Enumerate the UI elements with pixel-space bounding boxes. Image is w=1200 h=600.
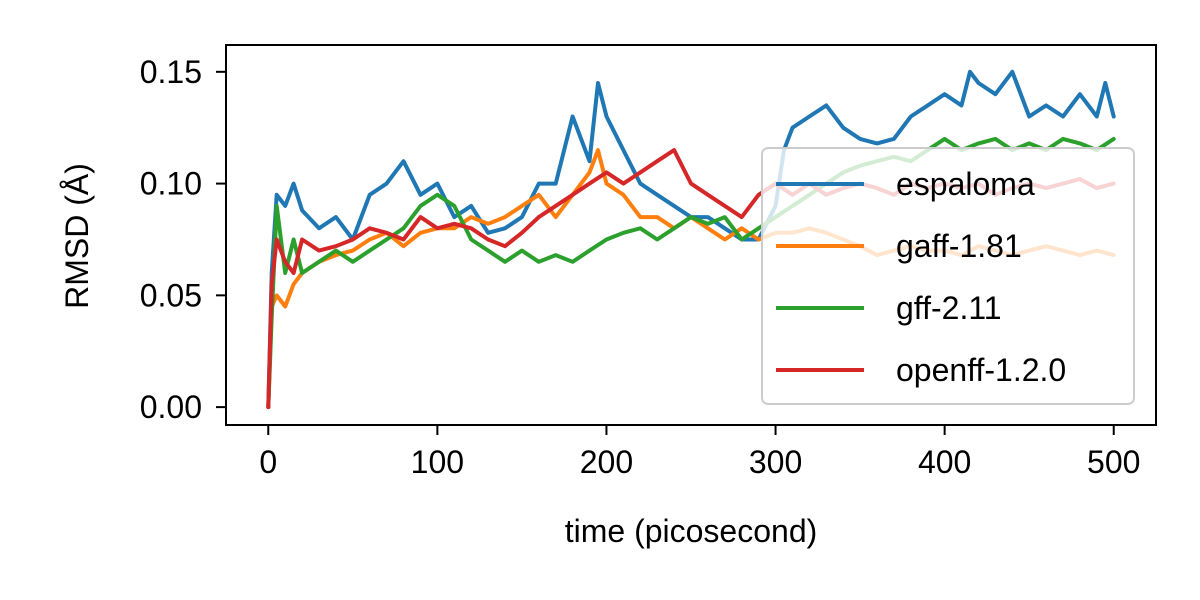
x-axis-ticks: 0 100 200 300 400 500 xyxy=(259,425,1140,480)
x-tick-label: 400 xyxy=(918,444,971,480)
x-tick-label: 500 xyxy=(1087,444,1140,480)
series-line-espaloma xyxy=(266,69,1116,410)
legend-label-espaloma: espaloma xyxy=(896,166,1035,202)
legend-box xyxy=(761,147,1135,405)
x-tick-label: 100 xyxy=(411,444,464,480)
y-axis-label: RMSD (Å) xyxy=(59,163,95,309)
legend-label-gff-2.11: gff-2.11 xyxy=(896,290,1002,326)
x-tick-label: 200 xyxy=(580,444,633,480)
y-axis-ticks: 0.00 0.05 0.10 0.15 xyxy=(140,54,226,425)
y-tick-label: 0.10 xyxy=(140,166,202,202)
x-tick-label: 0 xyxy=(259,444,277,480)
y-tick-label: 0.00 xyxy=(140,389,202,425)
legend-label-gaff-1.81: gaff-1.81 xyxy=(896,228,1022,264)
y-tick-label: 0.05 xyxy=(140,277,202,313)
legend: espaloma gaff-1.81 gff-2.11 openff-1.2.0 xyxy=(761,147,1135,405)
x-tick-label: 300 xyxy=(749,444,802,480)
x-axis-label: time (picosecond) xyxy=(565,513,818,549)
y-tick-label: 0.15 xyxy=(140,54,202,90)
legend-label-openff-1.2.0: openff-1.2.0 xyxy=(896,352,1066,388)
plot-frame xyxy=(225,44,1157,426)
